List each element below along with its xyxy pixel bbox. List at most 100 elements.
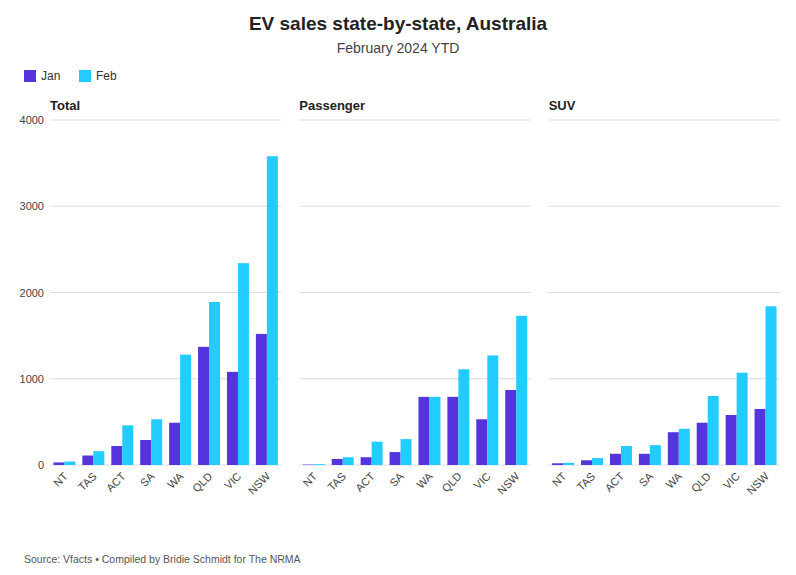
x-tick-label: NSW (246, 469, 273, 496)
bar (256, 334, 267, 465)
legend-swatch (79, 70, 91, 82)
bar (563, 463, 574, 465)
x-tick-label: NSW (495, 469, 522, 496)
bar (53, 462, 64, 465)
bar (361, 457, 372, 465)
bar (552, 463, 563, 465)
bar (737, 373, 748, 465)
bar (476, 419, 487, 465)
bar (516, 316, 527, 465)
grid-line (549, 292, 780, 293)
bars (552, 306, 776, 465)
legend-label: Jan (41, 69, 60, 83)
bar (639, 454, 650, 465)
panel-title: Total (50, 98, 80, 113)
bar (303, 464, 314, 465)
bar (209, 302, 220, 465)
x-tick-label: ACT (602, 470, 626, 494)
x-tick-label: WA (165, 469, 186, 490)
y-tick-label: 3000 (20, 200, 44, 212)
bar (592, 458, 603, 465)
x-tick-label: TAS (325, 470, 348, 493)
bars (53, 156, 277, 465)
bar (238, 263, 249, 465)
x-tick-label: WA (663, 469, 684, 490)
chart: EV sales state-by-state, Australia Februa… (0, 0, 796, 575)
x-tick-label: SA (387, 469, 406, 488)
bar (332, 459, 343, 465)
y-tick-label: 2000 (20, 287, 44, 299)
panel: Passenger NT TASACT SA WAQLD VICNSW (299, 98, 530, 497)
bar (267, 156, 278, 465)
x-tick-label: NT (51, 470, 70, 489)
bar (679, 429, 690, 465)
grid-line (299, 206, 530, 207)
bar (755, 409, 766, 465)
bar (487, 355, 498, 465)
x-tick-label: QLD (689, 470, 714, 495)
grid-line (549, 120, 780, 121)
panel: Total01000200030004000NTTASACTSAWAQLDVIC… (20, 98, 282, 497)
bar (505, 390, 516, 465)
bar (111, 446, 122, 465)
x-tick-label: SA (636, 469, 655, 488)
bar (429, 397, 440, 465)
x-tick-label: ACT (104, 470, 128, 494)
grid-line (50, 120, 281, 121)
grid-line (50, 206, 281, 207)
bar (581, 460, 592, 465)
bar (447, 397, 458, 465)
x-tick-label: TAS (76, 470, 99, 493)
panel: SUV NT TASACT SA WAQLD VICNSW (549, 98, 780, 497)
bar (122, 425, 133, 465)
y-tick-label: 0 (38, 459, 44, 471)
legend-swatch (24, 70, 36, 82)
bar (180, 355, 191, 465)
bar (668, 432, 679, 465)
bar (343, 457, 354, 465)
subtitle: February 2024 YTD (337, 40, 460, 56)
bar (697, 423, 708, 465)
x-tick-label: VIC (222, 470, 243, 491)
x-tick-label: WA (414, 469, 435, 490)
bar (93, 451, 104, 465)
panel-title: Passenger (299, 98, 365, 113)
bar (418, 397, 429, 465)
x-tick-label: VIC (721, 470, 742, 491)
x-tick-label: SA (138, 469, 157, 488)
bar (314, 464, 325, 465)
x-tick-label: ACT (353, 470, 377, 494)
x-tick-label: NT (550, 470, 569, 489)
bar (169, 423, 180, 465)
bar (198, 347, 209, 465)
bar (621, 446, 632, 465)
bar (401, 439, 412, 465)
bar (726, 415, 737, 465)
y-tick-label: 4000 (20, 114, 44, 126)
x-tick-label: NSW (744, 469, 771, 496)
source: Source: Vfacts • Compiled by Bridie Schm… (24, 553, 301, 565)
x-tick-label: QLD (439, 470, 464, 495)
legend: Jan Feb (24, 69, 117, 83)
bar (458, 369, 469, 465)
grid-line (549, 206, 780, 207)
bar (708, 396, 719, 465)
grid-line (299, 120, 530, 121)
x-tick-label: QLD (190, 470, 215, 495)
grid-line (299, 292, 530, 293)
bar (390, 452, 401, 465)
x-tick-label: NT (300, 470, 319, 489)
x-tick-label: VIC (471, 470, 492, 491)
bar (766, 306, 777, 465)
bar (82, 456, 93, 465)
bar (64, 462, 75, 465)
panel-title: SUV (549, 98, 576, 113)
bar (610, 454, 621, 465)
bar (227, 372, 238, 465)
title: EV sales state-by-state, Australia (249, 13, 548, 34)
bar (140, 440, 151, 465)
x-tick-label: TAS (574, 470, 597, 493)
bar (650, 445, 661, 465)
legend-label: Feb (96, 69, 117, 83)
bar (372, 442, 383, 465)
